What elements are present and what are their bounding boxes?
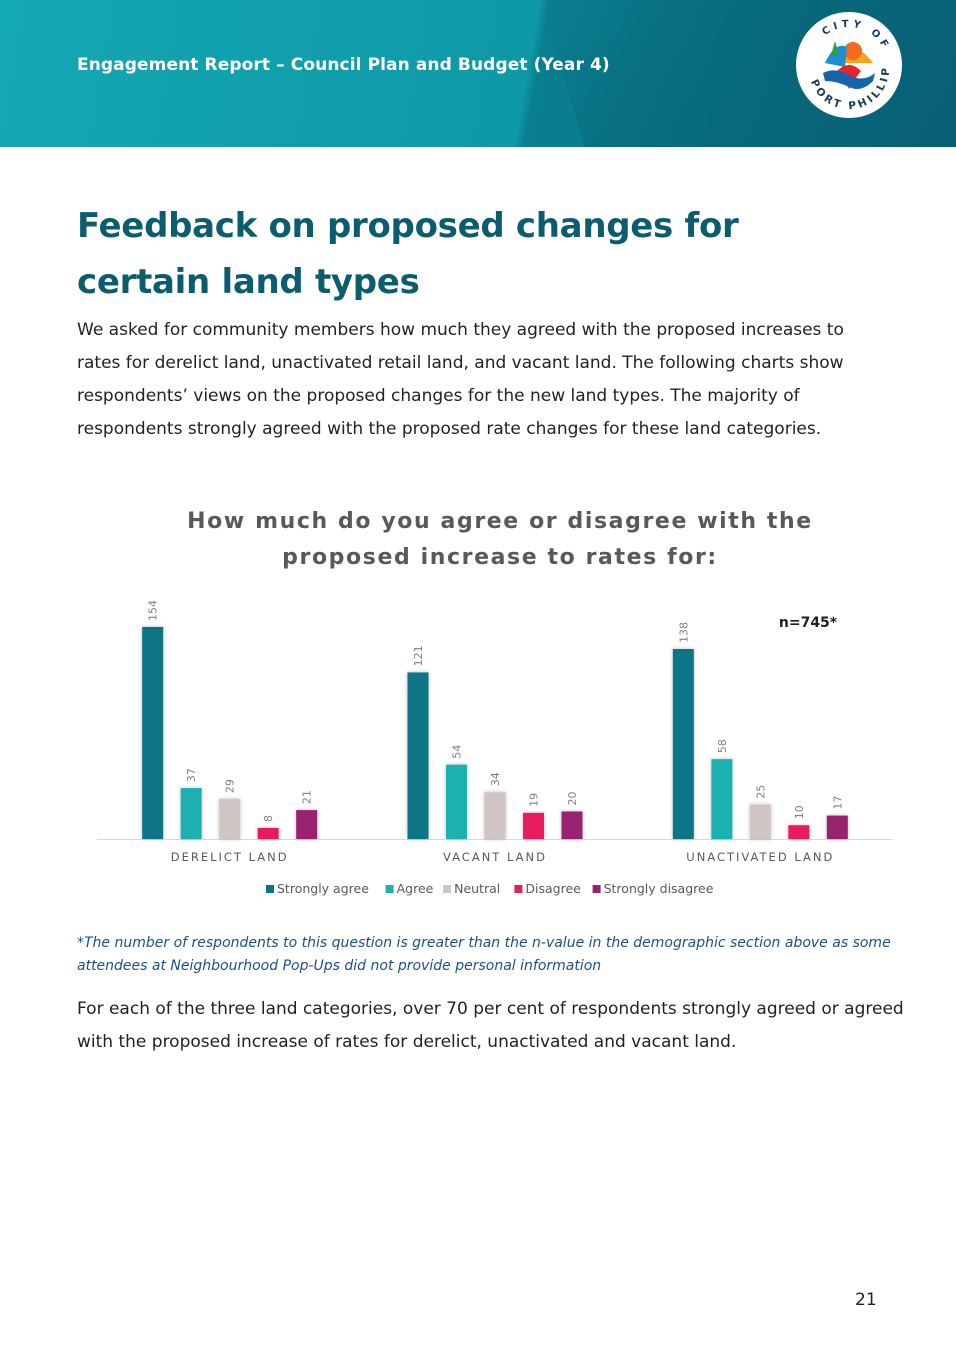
legend-swatch <box>592 885 601 893</box>
data-label: 19 <box>528 793 541 807</box>
bar-neutral-derelict-land <box>219 799 241 839</box>
bar-strongly-disagree-derelict-land <box>296 810 318 839</box>
legend-swatch <box>514 885 523 893</box>
bar-strongly-agree-unactivated-land <box>672 649 694 839</box>
data-label: 10 <box>793 805 806 819</box>
bar-disagree-derelict-land <box>257 827 279 839</box>
data-label: 8 <box>262 815 275 822</box>
data-label: 25 <box>754 785 767 799</box>
data-label: 154 <box>147 600 160 621</box>
data-label: 17 <box>831 796 844 810</box>
legend-swatch <box>266 885 274 893</box>
legend-label: Strongly agree <box>277 881 369 896</box>
legend-label: Agree <box>397 881 434 896</box>
bar-agree-vacant-land <box>446 764 467 839</box>
data-label: 34 <box>489 772 502 786</box>
sample-size-annotation: n=745* <box>779 615 838 631</box>
page-number: 21 <box>855 1290 877 1310</box>
bar-strongly-disagree-unactivated-land <box>826 815 848 839</box>
bar-disagree-vacant-land <box>523 812 544 839</box>
data-label: 20 <box>566 791 579 805</box>
bar-strongly-disagree-vacant-land <box>561 811 583 839</box>
page-title-line-2: certain land types <box>77 262 420 302</box>
page-title: Feedback on proposed changes for certain… <box>77 198 857 310</box>
chart-title-line-1: How much do you agree or disagree with t… <box>187 509 813 534</box>
category-label: DERELICT LAND <box>171 850 289 864</box>
category-label: VACANT LAND <box>443 850 547 864</box>
chart-footnote: *The number of respondents to this quest… <box>77 935 891 974</box>
city-logo: CITY OF PORT PHILLIP <box>796 12 902 118</box>
legend-label: Disagree <box>525 881 581 896</box>
data-label: 58 <box>716 739 729 753</box>
chart-title-line-2: proposed increase to rates for: <box>282 545 718 570</box>
data-label: 138 <box>677 622 690 643</box>
legend-swatch <box>443 885 452 893</box>
bar-neutral-unactivated-land <box>749 804 771 839</box>
data-label: 21 <box>301 790 314 804</box>
chart-title: How much do you agree or disagree with t… <box>120 504 880 576</box>
bar-strongly-agree-vacant-land <box>407 672 429 839</box>
page-title-line-1: Feedback on proposed changes for <box>77 206 739 246</box>
bar-neutral-vacant-land <box>484 792 506 839</box>
page-header: Engagement Report – Council Plan and Bud… <box>0 0 956 147</box>
bar-chart: 154 37 29 8 21 DERELICT LAND 121 54 34 19 20 VACANT… <box>97 600 893 896</box>
legend-label: Strongly disagree <box>604 881 714 896</box>
data-label: 37 <box>185 768 198 782</box>
legend-label: Neutral <box>454 881 500 896</box>
bar-strongly-agree-derelict-land <box>142 627 164 839</box>
bar-agree-unactivated-land <box>711 759 733 839</box>
category-label: UNACTIVATED LAND <box>686 850 834 864</box>
data-label: 121 <box>412 645 425 666</box>
legend-swatch <box>385 885 394 893</box>
data-label: 54 <box>451 745 464 759</box>
bar-disagree-unactivated-land <box>788 825 810 839</box>
bar-agree-derelict-land <box>180 788 202 839</box>
data-label: 29 <box>224 779 237 793</box>
header-title: Engagement Report – Council Plan and Bud… <box>77 55 610 75</box>
conclusion-paragraph: For each of the three land categories, o… <box>77 999 904 1052</box>
intro-paragraph: We asked for community members how much … <box>77 320 844 439</box>
